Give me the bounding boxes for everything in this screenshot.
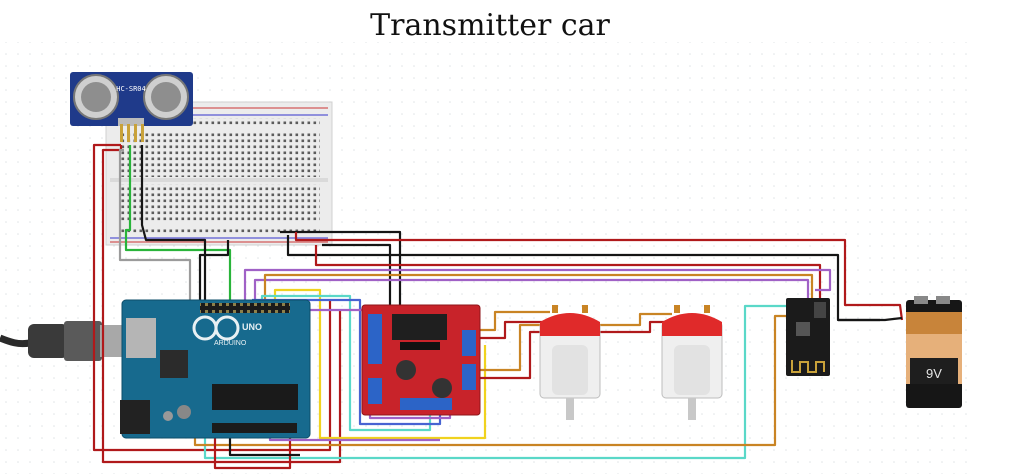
motor-driver-board bbox=[361, 304, 481, 416]
wire-battery-black bbox=[838, 316, 903, 322]
dc-motor-1 bbox=[539, 305, 601, 420]
arduino-model-label: UNO bbox=[242, 322, 262, 332]
battery-9v: 9V bbox=[906, 296, 962, 408]
ultrasonic-label: HC-SR04 bbox=[116, 85, 146, 93]
nrf24-module bbox=[786, 298, 830, 376]
wire-gray bbox=[118, 148, 192, 305]
wire-red-1 bbox=[92, 143, 332, 452]
wire-red-4 bbox=[314, 245, 822, 300]
wire-orange-motor-1 bbox=[480, 310, 550, 332]
diagram-title: Transmitter car bbox=[370, 8, 610, 43]
wire-cyan-1 bbox=[260, 294, 432, 432]
arduino-uno: UNO ARDUINO bbox=[120, 299, 311, 439]
wire-orange-1 bbox=[263, 273, 814, 305]
dc-motor-2 bbox=[661, 305, 723, 420]
battery-label: 9V bbox=[926, 366, 942, 381]
wire-black-1 bbox=[140, 145, 207, 305]
wire-green bbox=[124, 145, 232, 305]
wire-black-5 bbox=[322, 243, 392, 318]
wire-red-3 bbox=[294, 232, 904, 321]
wire-yellow-1 bbox=[273, 288, 487, 440]
wire-red-motor-1 bbox=[480, 320, 548, 340]
wire-blue-1 bbox=[252, 298, 442, 426]
wire-black-3 bbox=[280, 230, 402, 318]
wire-purple-1 bbox=[243, 268, 832, 305]
wire-red-5 bbox=[213, 433, 292, 470]
ultrasonic-sensor: HC-SR04 bbox=[70, 72, 193, 142]
wire-purple-2 bbox=[253, 278, 810, 305]
arduino-brand-label: ARDUINO bbox=[214, 340, 247, 347]
wire-black-6 bbox=[228, 433, 300, 457]
wire-black-2 bbox=[198, 240, 230, 305]
